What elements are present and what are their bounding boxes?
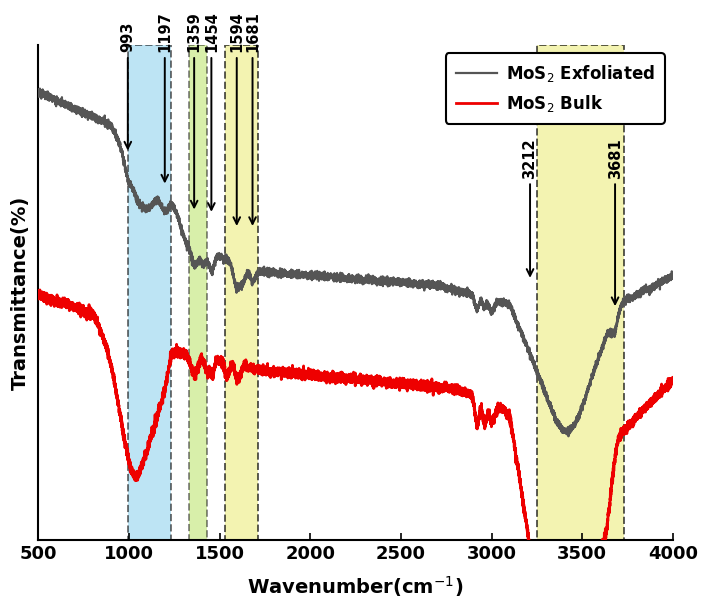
MoS$_2$ Exfoliated bbox=[564, 432, 573, 440]
MoS$_2$ Exfoliated bbox=[669, 275, 677, 282]
Legend: MoS$_2$ Exfoliated, MoS$_2$ Bulk: MoS$_2$ Exfoliated, MoS$_2$ Bulk bbox=[446, 53, 664, 124]
MoS$_2$ Exfoliated bbox=[464, 292, 472, 299]
Y-axis label: Transmittance(%): Transmittance(%) bbox=[11, 195, 30, 390]
MoS$_2$ Exfoliated bbox=[201, 260, 209, 268]
Line: MoS$_2$ Exfoliated: MoS$_2$ Exfoliated bbox=[38, 88, 673, 436]
MoS$_2$ Exfoliated bbox=[342, 274, 350, 282]
Bar bbox=[537, 45, 624, 540]
MoS$_2$ Bulk bbox=[286, 370, 295, 378]
MoS$_2$ Exfoliated bbox=[274, 270, 282, 277]
Text: 1454: 1454 bbox=[204, 12, 219, 210]
MoS$_2$ Bulk bbox=[342, 372, 350, 379]
MoS$_2$ Bulk bbox=[35, 286, 44, 293]
Text: 3681: 3681 bbox=[608, 138, 623, 304]
Line: MoS$_2$ Bulk: MoS$_2$ Bulk bbox=[38, 290, 673, 610]
MoS$_2$ Bulk bbox=[274, 370, 282, 377]
Bar bbox=[128, 45, 171, 540]
Text: 1359: 1359 bbox=[186, 12, 201, 207]
MoS$_2$ Bulk bbox=[34, 289, 43, 296]
MoS$_2$ Exfoliated bbox=[286, 273, 295, 281]
MoS$_2$ Bulk bbox=[67, 303, 76, 310]
Text: 1594: 1594 bbox=[229, 12, 245, 224]
Bar bbox=[225, 45, 258, 540]
X-axis label: Wavenumber(cm$^{-1}$): Wavenumber(cm$^{-1}$) bbox=[247, 574, 464, 599]
MoS$_2$ Exfoliated bbox=[67, 103, 76, 110]
MoS$_2$ Bulk bbox=[201, 359, 209, 366]
Bar bbox=[189, 45, 207, 540]
MoS$_2$ Exfoliated bbox=[34, 90, 43, 98]
Text: 1681: 1681 bbox=[245, 12, 260, 224]
Text: 993: 993 bbox=[121, 22, 135, 148]
MoS$_2$ Exfoliated bbox=[35, 85, 44, 92]
Text: 1197: 1197 bbox=[157, 12, 172, 181]
Text: 3212: 3212 bbox=[523, 138, 537, 276]
MoS$_2$ Bulk bbox=[464, 392, 472, 399]
MoS$_2$ Bulk bbox=[669, 376, 677, 384]
